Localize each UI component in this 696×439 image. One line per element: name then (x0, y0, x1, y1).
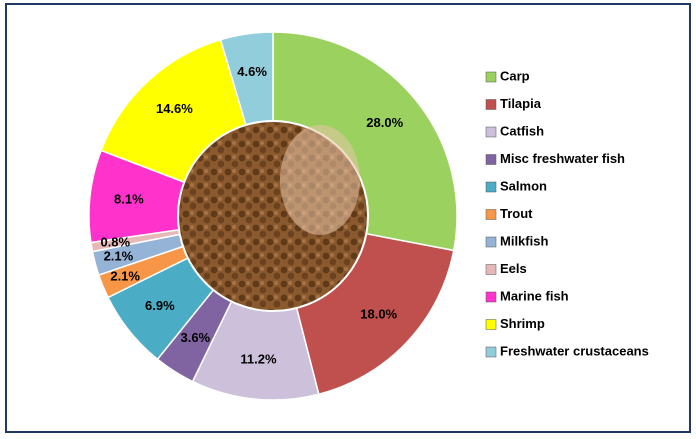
legend-swatch (485, 71, 497, 83)
legend-label: Marine fish (500, 288, 569, 303)
legend-swatch (485, 236, 497, 248)
data-label: 2.1% (104, 249, 134, 264)
legend-swatch (485, 209, 497, 220)
legend-swatch (485, 291, 497, 303)
legend-label: Salmon (500, 178, 547, 193)
legend-label: Eels (500, 261, 527, 276)
legend-label: Trout (500, 206, 533, 221)
legend-label: Carp (500, 68, 530, 83)
data-label: 2.1% (110, 269, 140, 284)
legend-label: Misc freshwater fish (500, 151, 625, 166)
legend-swatch (485, 346, 497, 358)
hand (280, 125, 360, 235)
legend-label: Shrimp (500, 316, 545, 331)
data-label: 6.9% (145, 298, 175, 313)
data-label: 11.2% (240, 352, 277, 367)
legend: Carp Tilapia Catfish Misc freshwater fish Sa… (485, 68, 649, 358)
data-label: 14.6% (156, 101, 193, 116)
data-label: 4.6% (237, 64, 267, 79)
legend-swatch (485, 181, 497, 193)
legend-swatch (485, 99, 497, 110)
legend-swatch (485, 154, 497, 165)
data-label: 28.0% (366, 115, 403, 130)
data-label: 3.6% (180, 330, 210, 345)
legend-label: Milkfish (500, 233, 548, 248)
legend-swatch (485, 319, 497, 330)
data-label: 0.8% (100, 234, 130, 249)
legend-label: Tilapia (500, 96, 542, 111)
legend-swatch (485, 264, 497, 275)
data-label: 18.0% (360, 307, 397, 322)
data-label: 8.1% (114, 192, 144, 207)
legend-label: Catfish (500, 123, 544, 138)
legend-label: Freshwater crustaceans (500, 343, 649, 358)
legend-swatch (485, 126, 497, 138)
